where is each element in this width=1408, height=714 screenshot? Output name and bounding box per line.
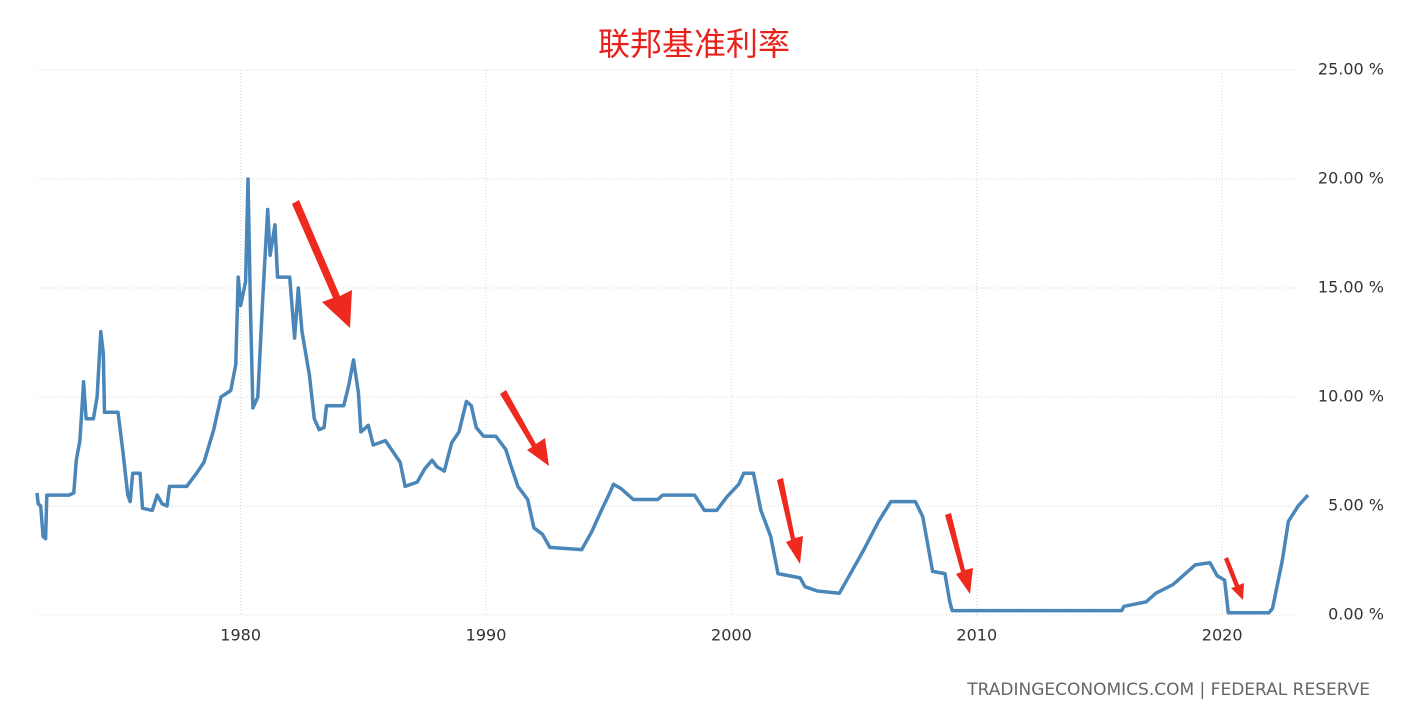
x-tick-label: 1980 xyxy=(220,626,261,645)
x-tick-label: 2000 xyxy=(711,626,752,645)
x-tick-label: 2010 xyxy=(956,626,997,645)
arrow xyxy=(292,200,352,328)
chart-title: 联邦基准利率 xyxy=(598,25,790,63)
annotation-arrows xyxy=(292,200,1244,600)
y-tick-label: 25.00 % xyxy=(1318,60,1384,79)
x-tick-label: 2020 xyxy=(1202,626,1243,645)
source: TRADINGECONOMICS.COM | FEDERAL RESERVE xyxy=(966,680,1370,700)
y-tick-label: 10.00 % xyxy=(1318,387,1384,406)
arrow xyxy=(500,390,549,466)
y-tick-label: 15.00 % xyxy=(1318,278,1384,297)
y-tick-label: 5.00 % xyxy=(1328,496,1384,515)
arrow xyxy=(777,478,803,564)
y-tick-label: 20.00 % xyxy=(1318,169,1384,188)
arrow xyxy=(945,513,973,594)
grid: 0.00 % 5.00 % 10.00 % 15.00 % 20.00 % 25.00 %… xyxy=(37,60,1384,645)
arrow xyxy=(1224,557,1244,600)
data-line xyxy=(35,177,1310,615)
x-tick-label: 1990 xyxy=(466,626,507,645)
y-tick-label: 0.00 % xyxy=(1328,605,1384,624)
plot xyxy=(35,177,1310,615)
